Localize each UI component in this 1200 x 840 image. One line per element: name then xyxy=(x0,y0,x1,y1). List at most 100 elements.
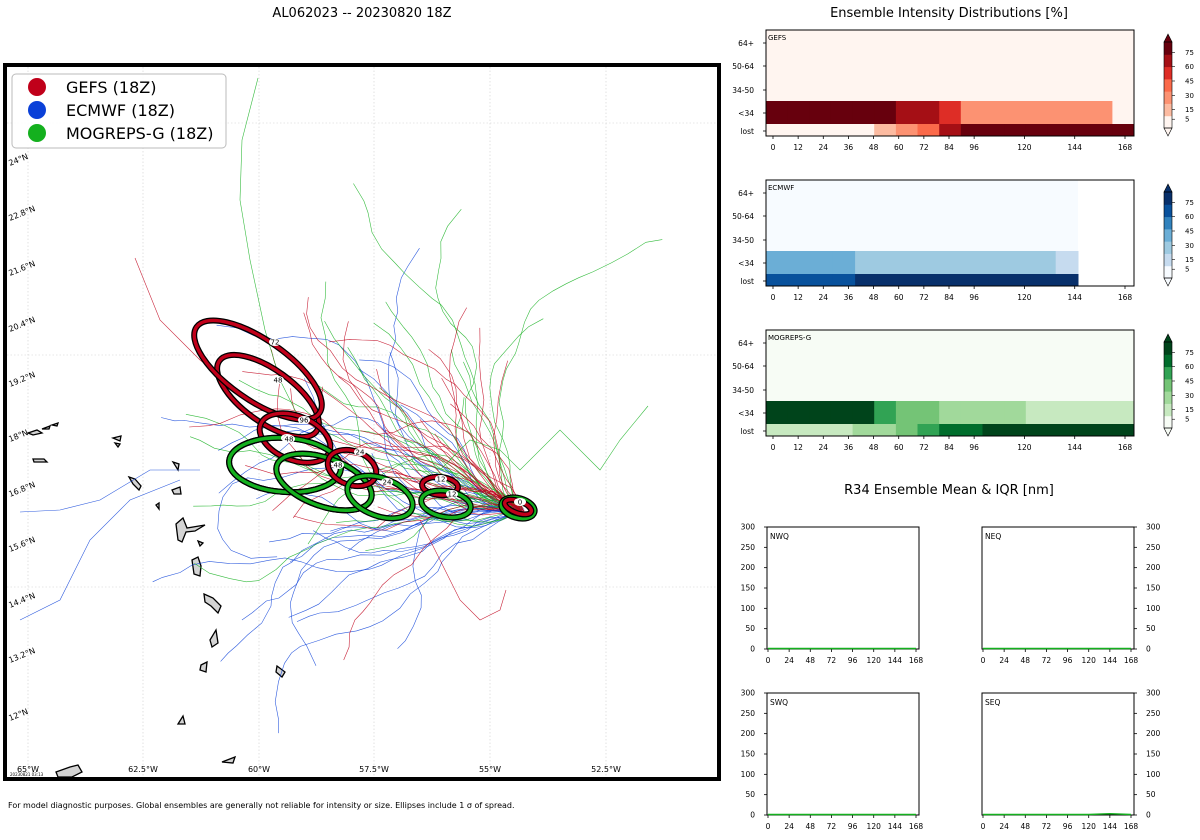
ellipse-label: 12 xyxy=(448,491,457,499)
r34-title: R34 Ensemble Mean & IQR [nm] xyxy=(844,483,1054,498)
x-tick-label: 84 xyxy=(944,143,954,152)
lon-label: 52.5°W xyxy=(591,765,621,774)
heatmap-cell xyxy=(1011,274,1034,286)
colorbar-tick-label: 5 xyxy=(1185,266,1189,274)
heatmap-cell xyxy=(960,101,983,124)
colorbar-segment xyxy=(1164,78,1172,92)
heatmap-cell xyxy=(852,401,875,424)
x-tick-label: 144 xyxy=(888,822,903,831)
r34-frame xyxy=(981,526,1135,650)
y-tick-label: 0 xyxy=(1146,645,1151,654)
heatmap-cell xyxy=(877,274,901,286)
colorbar-tick-label: 60 xyxy=(1185,213,1194,221)
x-tick-label: 72 xyxy=(1042,656,1052,665)
lon-label: 62.5°W xyxy=(128,765,158,774)
heatmap-cell xyxy=(1069,124,1092,136)
colorbar-segment xyxy=(1164,42,1172,55)
track-line xyxy=(435,209,524,507)
track-line xyxy=(376,369,519,509)
y-tick-label: 250 xyxy=(741,543,756,552)
heatmap-cell xyxy=(1069,424,1092,436)
heatmap-cell xyxy=(874,101,897,124)
x-tick-label: 168 xyxy=(1124,656,1139,665)
heatmap-frame xyxy=(765,179,1135,287)
colorbar-segment xyxy=(1164,115,1172,129)
track-line xyxy=(238,379,516,513)
heatmap-cell xyxy=(922,251,945,274)
x-tick-label: 48 xyxy=(869,293,879,302)
colorbar-tick-label: 45 xyxy=(1185,378,1194,386)
x-tick-label: 36 xyxy=(844,293,854,302)
gefs-ellipse xyxy=(215,353,321,439)
island xyxy=(171,486,182,495)
y-tick-label: 200 xyxy=(1146,729,1161,738)
colorbar-extend-bottom xyxy=(1163,277,1173,287)
islands xyxy=(26,421,286,777)
x-tick-label: 60 xyxy=(894,143,904,152)
heatmap-cell xyxy=(830,101,853,124)
colorbar-segment xyxy=(1164,378,1172,392)
x-tick-label: 72 xyxy=(827,822,837,831)
x-tick-label: 120 xyxy=(1017,293,1032,302)
colorbar-tick-label: 15 xyxy=(1185,406,1194,414)
x-tick-label: 60 xyxy=(894,443,904,452)
legend-marker xyxy=(28,78,46,96)
heatmap-cell xyxy=(1004,401,1027,424)
heatmap-cell xyxy=(922,274,945,286)
y-tick-label: 300 xyxy=(1146,689,1161,698)
colorbar-tick-label: 30 xyxy=(1185,392,1194,400)
y-tick-label: 250 xyxy=(741,709,756,718)
x-tick-label: 120 xyxy=(1082,822,1097,831)
track-line xyxy=(428,349,521,509)
track-line xyxy=(492,360,524,509)
y-tick-label: 0 xyxy=(750,645,755,654)
r34-frame xyxy=(981,692,1135,816)
colorbar-tick-label: 75 xyxy=(1185,49,1194,57)
heatmap-panel-name: MOGREPS-G xyxy=(768,334,811,342)
heatmap-frame xyxy=(765,29,1135,137)
x-tick-label: 144 xyxy=(1068,143,1083,152)
track-line xyxy=(313,513,524,554)
track-line xyxy=(218,415,516,514)
heatmap-cell xyxy=(982,101,1005,124)
y-tick-label: 34-50 xyxy=(732,86,754,95)
y-tick-label: 150 xyxy=(741,584,756,593)
map-frame xyxy=(3,63,721,781)
y-tick-label: 300 xyxy=(741,689,756,698)
intensity-heatmaps: GEFS 64+ 50-64 34-50 <34 lost 0 12 24 36 48 60 72 84 9… xyxy=(732,29,1194,452)
r34-panel-nwq: NWQ 0 50 100 150 200 250 300 0 24 48 72 96 120 144 168 xyxy=(741,523,924,666)
heatmap-cell xyxy=(830,424,853,436)
heatmap-cell xyxy=(988,251,1012,274)
intensity-title: Ensemble Intensity Distributions [%] xyxy=(830,6,1068,21)
colorbar-segment xyxy=(1164,91,1172,104)
x-tick-label: 0 xyxy=(771,143,776,152)
y-tick-label: 50-64 xyxy=(732,212,754,221)
island xyxy=(176,714,186,725)
heatmap-cell xyxy=(1033,274,1057,286)
ellipse-label: 24 xyxy=(383,479,392,487)
heatmap-cell xyxy=(982,424,1005,436)
y-tick-label: <34 xyxy=(738,259,754,268)
track-line xyxy=(343,503,523,661)
x-tick-label: 48 xyxy=(806,822,816,831)
colorbar-segment xyxy=(1164,54,1172,68)
x-tick-label: 48 xyxy=(1021,656,1031,665)
x-tick-label: 24 xyxy=(819,293,829,302)
legend-label: ECMWF (18Z) xyxy=(66,101,175,120)
heatmap-cell xyxy=(982,124,1005,136)
r34-mean-line xyxy=(983,812,1132,816)
island xyxy=(171,460,180,472)
x-tick-label: 0 xyxy=(771,293,776,302)
x-tick-label: 120 xyxy=(1017,443,1032,452)
x-tick-label: 48 xyxy=(806,656,816,665)
heatmap-cell xyxy=(1004,424,1027,436)
heatmap-cell xyxy=(960,124,983,136)
spread-ellipses: 012244872481224489648 xyxy=(191,317,538,522)
x-tick-label: 168 xyxy=(909,656,924,665)
colorbar-segment xyxy=(1164,265,1172,279)
heatmap-cell xyxy=(1011,251,1034,274)
x-tick-label: 0 xyxy=(766,822,771,831)
colorbar-frame xyxy=(1163,191,1173,279)
track-line xyxy=(19,469,200,513)
